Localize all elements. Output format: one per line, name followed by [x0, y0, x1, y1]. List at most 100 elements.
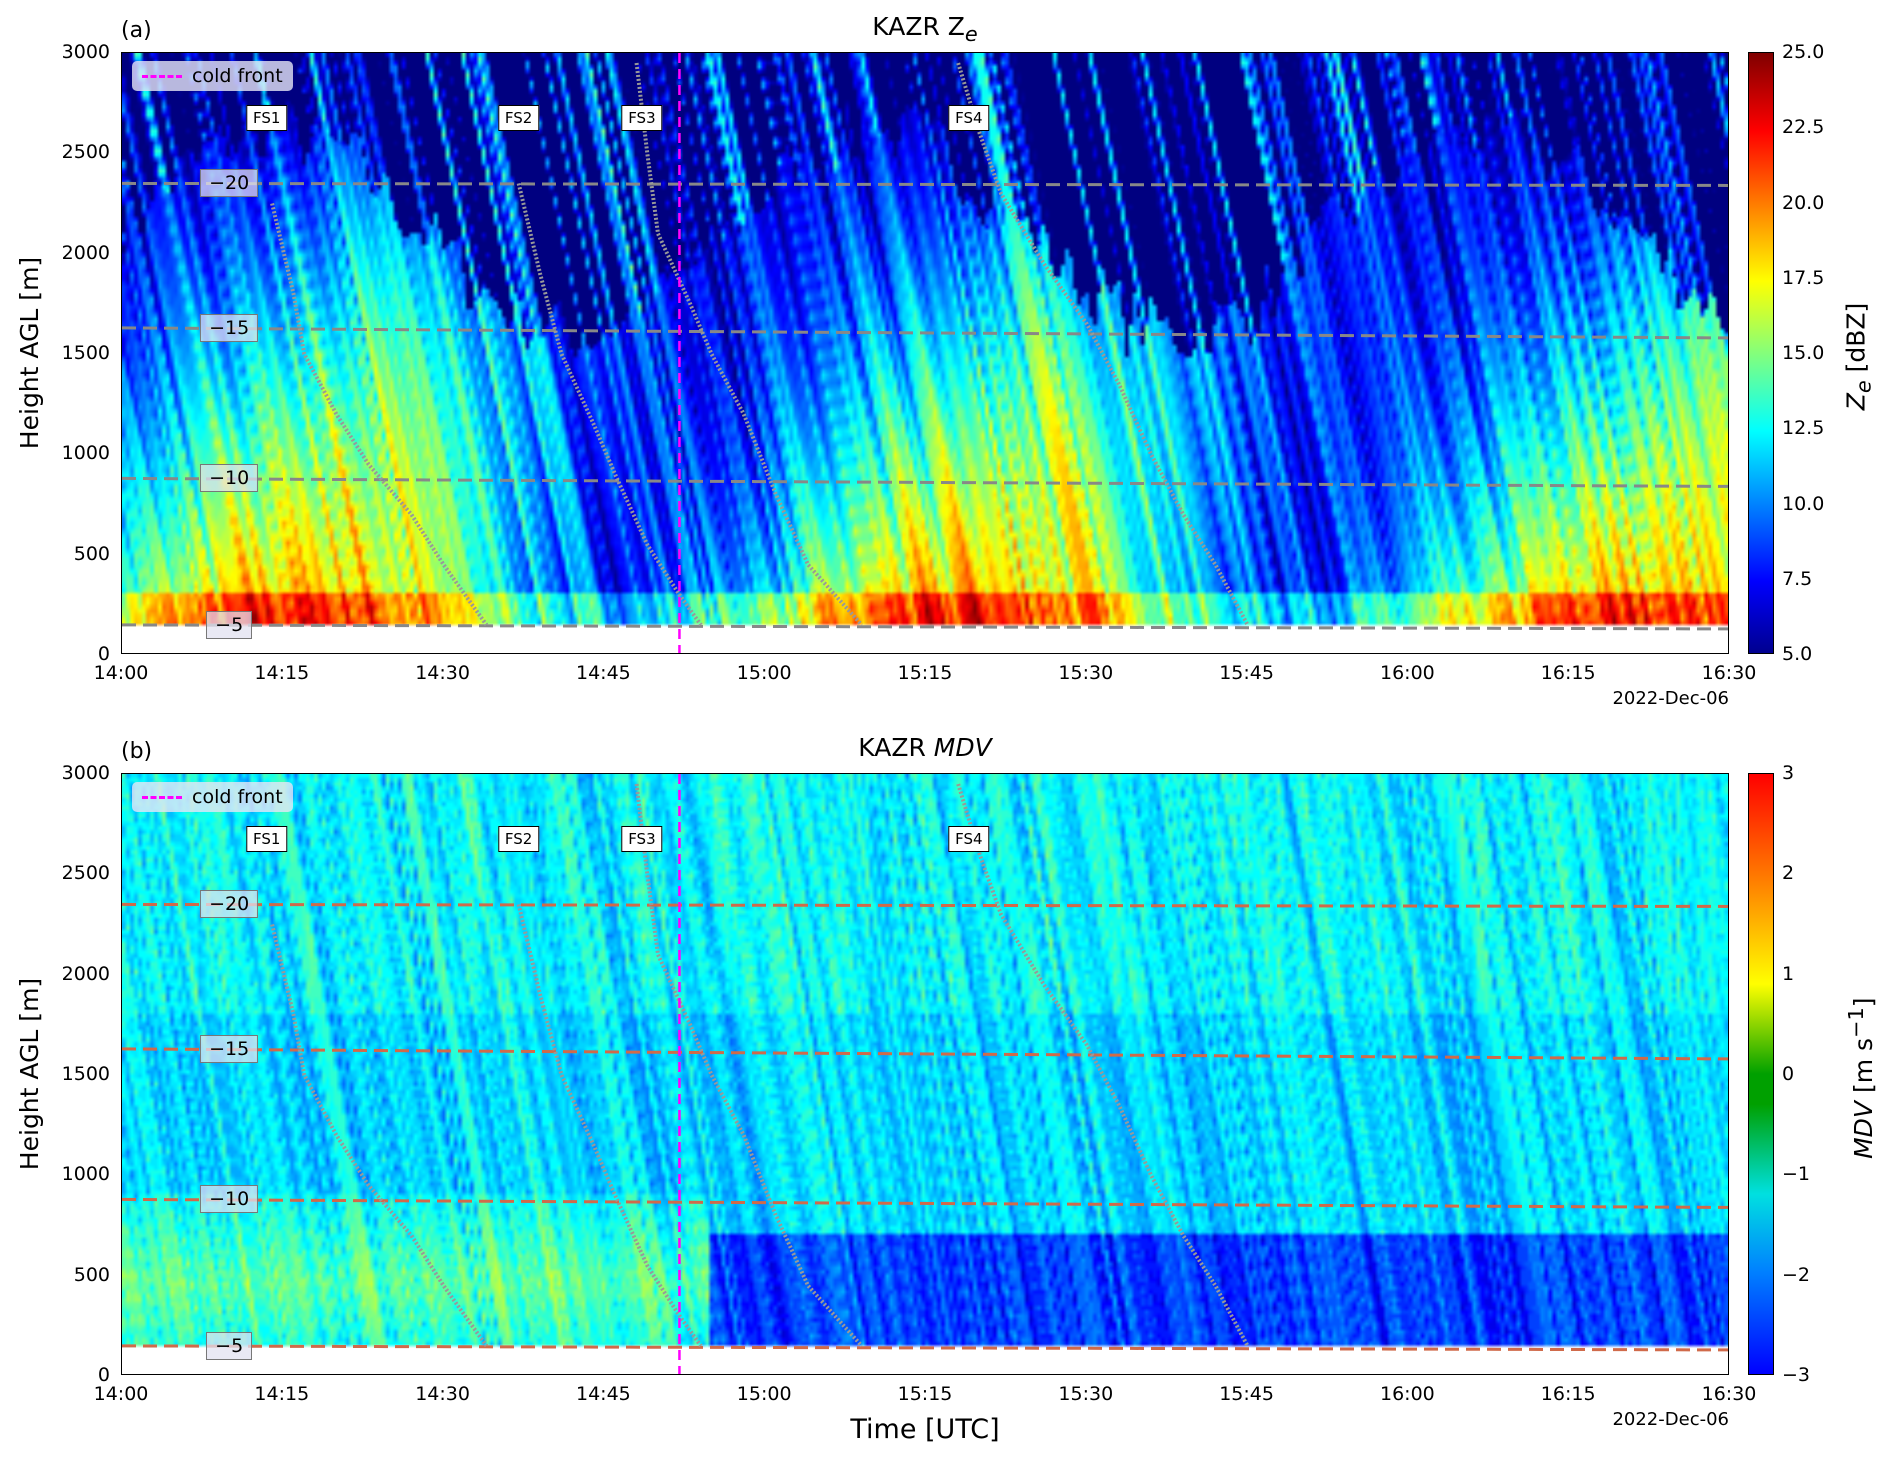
x-tick-label: 14:30 [415, 662, 470, 684]
fall-streak-line [270, 203, 489, 627]
colorbar [1748, 773, 1774, 1375]
y-tick-label: 2000 [61, 241, 110, 264]
y-tick-label: 1500 [61, 342, 110, 364]
x-tick-label: 14:00 [93, 662, 149, 684]
legend-label: cold front [192, 786, 283, 808]
y-tick-label: 1500 [61, 1063, 110, 1085]
colorbar-label-end: ] [1849, 997, 1879, 1008]
title-italic: MDV [933, 733, 992, 762]
colorbar [1748, 52, 1774, 654]
plot-area: −20 −15 −10 −5 FS1 FS2 FS3 FS4 cold front [121, 52, 1729, 654]
isotherm-line [122, 902, 1728, 908]
y-tick-label: 500 [73, 1263, 110, 1286]
colorbar-tick-label: 3 [1782, 762, 1795, 784]
colorbar-label-var: MDV [1849, 1100, 1879, 1159]
fall-streak-label: FS2 [497, 105, 540, 131]
title-text: KAZR Z [872, 12, 965, 41]
fall-streak-label: FS2 [497, 826, 540, 852]
fall-streak-label: FS3 [621, 105, 663, 131]
x-tick-label: 15:00 [736, 1383, 792, 1405]
colorbar-tick-label: 22.5 [1782, 116, 1825, 139]
fall-streak-label: FS3 [621, 826, 663, 852]
isotherm-label: −15 [200, 1034, 259, 1063]
fall-streak-label: FS1 [246, 826, 288, 852]
colorbar-tick-label: 0 [1782, 1063, 1795, 1085]
fall-streak-line [634, 62, 864, 627]
isotherm-label: −10 [200, 464, 259, 493]
x-tick-label: 15:30 [1058, 1383, 1114, 1405]
x-tick-label: 16:00 [1380, 662, 1435, 684]
legend-label: cold front [192, 65, 283, 87]
panel-a: (a) KAZR Ze 0 500 1000 1500 2000 2500 3000 14:00 1… [0, 0, 1892, 720]
panel-b: (b) KAZR MDV 0 500 1000 1500 2000 2500 3000 14:00… [0, 721, 1892, 1441]
x-tick-label: 16:30 [1701, 662, 1757, 684]
colorbar-tick-label: 7.5 [1782, 567, 1813, 590]
y-tick-label: 500 [73, 542, 110, 565]
fall-streak-line [634, 783, 864, 1348]
isotherm-line [122, 1344, 1728, 1352]
fall-streak-line [956, 783, 1250, 1347]
isotherm-line [122, 476, 1728, 488]
x-tick-label: 14:30 [415, 1383, 470, 1405]
colorbar-label-unit: [m s [1849, 1037, 1879, 1101]
isotherm-label: −20 [200, 890, 259, 919]
title-sub: e [964, 22, 978, 46]
colorbar-tick-label: 5.0 [1782, 643, 1813, 665]
chart-title: KAZR Ze [0, 12, 1850, 49]
x-tick-label: 16:30 [1701, 1383, 1757, 1405]
y-tick-label: 2500 [61, 862, 110, 885]
isotherm-label: −20 [200, 169, 259, 198]
panel-label: (a) [121, 18, 152, 43]
colorbar-label: Ze [dBZ] [1842, 257, 1879, 457]
fall-streak-line [270, 924, 489, 1348]
isotherm-label: −5 [206, 1331, 253, 1360]
x-tick-label: 14:15 [254, 662, 310, 684]
colorbar-tick-label: 12.5 [1782, 417, 1825, 440]
colorbar-label-var: Z [1841, 393, 1871, 411]
y-tick-label: 2000 [61, 962, 110, 985]
x-tick-label: 15:45 [1219, 1383, 1274, 1405]
y-axis-label: Height AGL [m] [15, 977, 44, 1171]
isotherm-line [122, 181, 1728, 187]
colorbar-tick-label: 25.0 [1782, 41, 1825, 63]
fall-streak-label: FS4 [948, 105, 990, 131]
x-tick-label: 16:15 [1540, 662, 1596, 684]
colorbar-tick-label: −1 [1782, 1163, 1811, 1186]
colorbar-label-unit: [dBZ] [1841, 302, 1871, 381]
isotherm-line [122, 1047, 1728, 1061]
x-tick-label: 15:15 [897, 662, 953, 684]
reflectivity-heatmap [122, 53, 1728, 653]
legend: cold front [132, 782, 293, 812]
panel-label: (b) [121, 739, 153, 764]
overlay-lines [122, 53, 1728, 653]
x-tick-label: 14:45 [576, 662, 631, 684]
date-label: 2022-Dec-06 [1612, 688, 1729, 709]
doppler-velocity-heatmap [122, 774, 1728, 1374]
y-axis-label: Height AGL [m] [15, 256, 44, 450]
x-tick-label: 15:15 [897, 1383, 953, 1405]
isotherm-line [122, 326, 1728, 340]
x-tick-label: 14:45 [576, 1383, 631, 1405]
legend: cold front [132, 61, 293, 91]
x-tick-label: 15:00 [736, 662, 792, 684]
x-tick-label: 15:30 [1058, 662, 1114, 684]
fall-streak-label: FS4 [948, 826, 990, 852]
isotherm-line [122, 1197, 1728, 1209]
fall-streak-label: FS1 [246, 105, 288, 131]
legend-swatch [142, 795, 182, 799]
date-label: 2022-Dec-06 [1612, 1409, 1729, 1430]
isotherm-label: −10 [200, 1185, 259, 1214]
y-tick-label: 3000 [61, 41, 110, 63]
y-tick-label: 0 [97, 643, 110, 665]
title-text: KAZR [858, 733, 934, 762]
colorbar-tick-label: −3 [1782, 1364, 1811, 1386]
colorbar-tick-label: 15.0 [1782, 342, 1825, 364]
x-tick-label: 16:15 [1540, 1383, 1596, 1405]
colorbar-label-sub: e [1851, 380, 1876, 394]
legend-swatch [142, 74, 182, 78]
overlay-lines [122, 774, 1728, 1374]
isotherm-line [122, 623, 1728, 631]
y-tick-label: 0 [97, 1364, 110, 1386]
colorbar-tick-label: 20.0 [1782, 191, 1825, 214]
isotherm-label: −15 [200, 313, 259, 342]
